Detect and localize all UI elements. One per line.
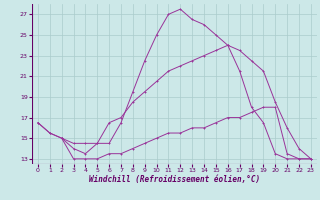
X-axis label: Windchill (Refroidissement éolien,°C): Windchill (Refroidissement éolien,°C) xyxy=(89,175,260,184)
